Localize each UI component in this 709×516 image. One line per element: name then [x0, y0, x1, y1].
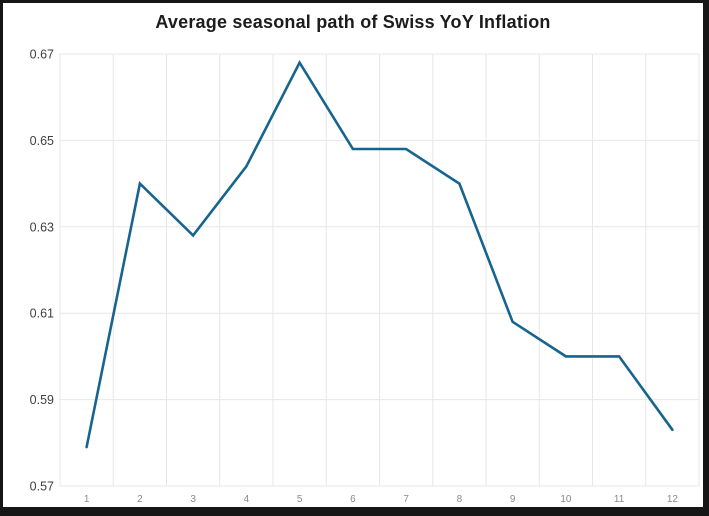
- x-tick-label: 5: [297, 494, 303, 505]
- x-tick-label: 7: [403, 494, 409, 505]
- x-tick-label: 10: [560, 494, 572, 505]
- x-tick-label: 3: [190, 494, 196, 505]
- y-tick-label: 0.59: [30, 393, 54, 407]
- x-tick-label: 12: [667, 494, 679, 505]
- x-tick-label: 1: [84, 494, 90, 505]
- x-tick-label: 11: [614, 494, 625, 505]
- y-tick-label: 0.63: [30, 220, 54, 234]
- x-tick-label: 9: [510, 494, 516, 505]
- x-tick-label: 2: [137, 494, 143, 505]
- y-tick-label: 0.65: [30, 134, 54, 148]
- y-tick-label: 0.61: [30, 307, 54, 321]
- x-tick-label: 6: [350, 494, 356, 505]
- y-tick-label: 0.67: [30, 48, 54, 62]
- line-chart-plot: 0.670.650.630.610.590.571 2 3 4 5 6 7 8 9 10 11 12: [30, 48, 700, 505]
- y-tick-label: 0.57: [30, 480, 54, 494]
- inflation-series-line: [85, 59, 674, 449]
- chart-title: Average seasonal path of Swiss YoY Infla…: [155, 12, 551, 32]
- x-tick-label: 4: [244, 494, 250, 505]
- x-tick-label: 8: [457, 494, 463, 505]
